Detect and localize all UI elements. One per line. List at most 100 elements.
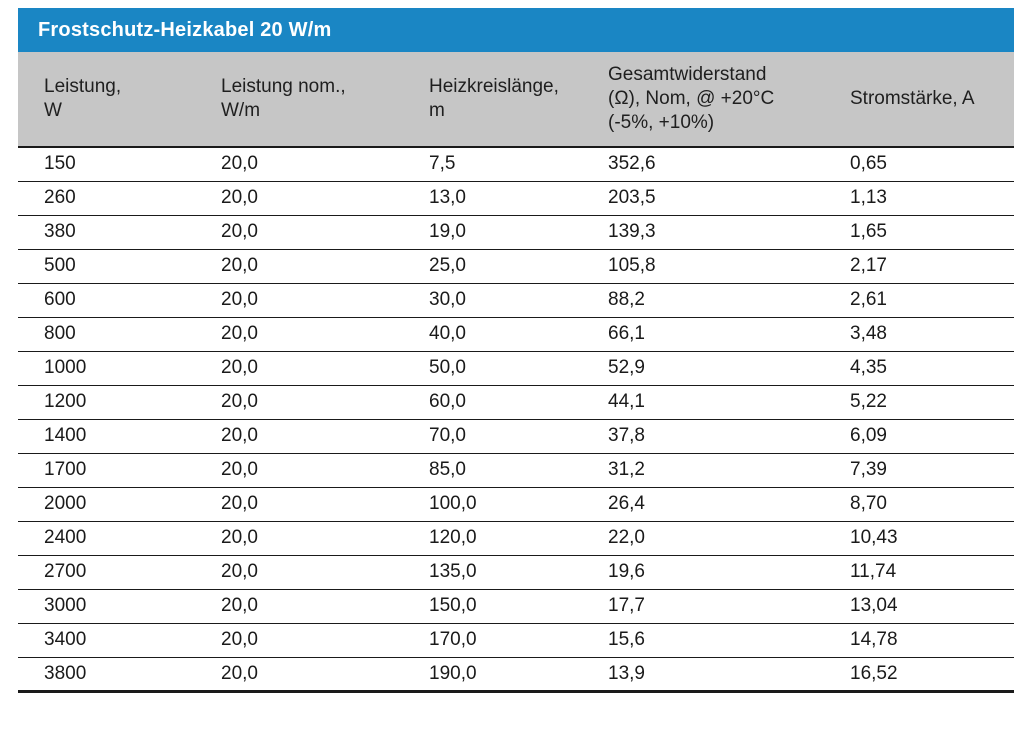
table-row: 380 20,0 19,0 139,3 1,65	[18, 215, 1014, 250]
cell: 139,3	[582, 215, 824, 250]
cell: 1,13	[824, 181, 1014, 216]
cell: 20,0	[195, 453, 403, 488]
cell: 203,5	[582, 181, 824, 216]
cell: 150,0	[403, 589, 582, 624]
cell: 30,0	[403, 283, 582, 318]
cell: 26,4	[582, 487, 824, 522]
cell: 70,0	[403, 419, 582, 454]
cell: 105,8	[582, 249, 824, 284]
cell: 44,1	[582, 385, 824, 420]
cell: 500	[18, 249, 195, 284]
cell: 120,0	[403, 521, 582, 556]
cell: 2,61	[824, 283, 1014, 318]
cell: 1000	[18, 351, 195, 386]
data-table: Leistung, W Leistung nom., W/m Heizkreis…	[18, 52, 1014, 693]
datasheet-table-section: Frostschutz-Heizkabel 20 W/m Leistung, W…	[18, 8, 1014, 693]
cell: 20,0	[195, 249, 403, 284]
column-header-leistung-w: Leistung, W	[18, 52, 195, 148]
cell: 19,0	[403, 215, 582, 250]
cell: 100,0	[403, 487, 582, 522]
cell: 31,2	[582, 453, 824, 488]
cell: 20,0	[195, 147, 403, 182]
cell: 16,52	[824, 657, 1014, 693]
cell: 800	[18, 317, 195, 352]
cell: 135,0	[403, 555, 582, 590]
cell: 5,22	[824, 385, 1014, 420]
table-row: 260 20,0 13,0 203,5 1,13	[18, 181, 1014, 216]
cell: 13,04	[824, 589, 1014, 624]
cell: 380	[18, 215, 195, 250]
cell: 14,78	[824, 623, 1014, 658]
cell: 20,0	[195, 521, 403, 556]
table-row: 150 20,0 7,5 352,6 0,65	[18, 147, 1014, 182]
cell: 20,0	[195, 487, 403, 522]
cell: 7,39	[824, 453, 1014, 488]
cell: 25,0	[403, 249, 582, 284]
cell: 13,0	[403, 181, 582, 216]
cell: 8,70	[824, 487, 1014, 522]
column-header-gesamtwiderstand: Gesamtwiderstand (Ω), Nom, @ +20°C (-5%,…	[582, 52, 824, 148]
table-row: 1700 20,0 85,0 31,2 7,39	[18, 453, 1014, 488]
cell: 85,0	[403, 453, 582, 488]
table-row: 3800 20,0 190,0 13,9 16,52	[18, 657, 1014, 693]
cell: 19,6	[582, 555, 824, 590]
cell: 52,9	[582, 351, 824, 386]
cell: 1200	[18, 385, 195, 420]
cell: 20,0	[195, 555, 403, 590]
cell: 22,0	[582, 521, 824, 556]
cell: 3400	[18, 623, 195, 658]
cell: 3000	[18, 589, 195, 624]
table-row: 1400 20,0 70,0 37,8 6,09	[18, 419, 1014, 454]
cell: 50,0	[403, 351, 582, 386]
cell: 2000	[18, 487, 195, 522]
table-row: 3000 20,0 150,0 17,7 13,04	[18, 589, 1014, 624]
column-header-heizkreislaenge: Heizkreislänge, m	[403, 52, 582, 148]
cell: 7,5	[403, 147, 582, 182]
table-row: 2700 20,0 135,0 19,6 11,74	[18, 555, 1014, 590]
cell: 2,17	[824, 249, 1014, 284]
table-row: 2400 20,0 120,0 22,0 10,43	[18, 521, 1014, 556]
table-row: 1000 20,0 50,0 52,9 4,35	[18, 351, 1014, 386]
cell: 1700	[18, 453, 195, 488]
cell: 20,0	[195, 385, 403, 420]
table-row: 1200 20,0 60,0 44,1 5,22	[18, 385, 1014, 420]
cell: 20,0	[195, 623, 403, 658]
cell: 3,48	[824, 317, 1014, 352]
cell: 352,6	[582, 147, 824, 182]
cell: 2400	[18, 521, 195, 556]
cell: 20,0	[195, 351, 403, 386]
cell: 20,0	[195, 419, 403, 454]
cell: 15,6	[582, 623, 824, 658]
cell: 0,65	[824, 147, 1014, 182]
cell: 17,7	[582, 589, 824, 624]
cell: 260	[18, 181, 195, 216]
cell: 20,0	[195, 657, 403, 693]
table-row: 800 20,0 40,0 66,1 3,48	[18, 317, 1014, 352]
table-row: 2000 20,0 100,0 26,4 8,70	[18, 487, 1014, 522]
table-row: 3400 20,0 170,0 15,6 14,78	[18, 623, 1014, 658]
cell: 150	[18, 147, 195, 182]
cell: 20,0	[195, 283, 403, 318]
cell: 60,0	[403, 385, 582, 420]
cell: 20,0	[195, 215, 403, 250]
table-row: 600 20,0 30,0 88,2 2,61	[18, 283, 1014, 318]
header-row: Leistung, W Leistung nom., W/m Heizkreis…	[18, 52, 1014, 148]
cell: 4,35	[824, 351, 1014, 386]
cell: 66,1	[582, 317, 824, 352]
cell: 11,74	[824, 555, 1014, 590]
cell: 170,0	[403, 623, 582, 658]
cell: 37,8	[582, 419, 824, 454]
cell: 2700	[18, 555, 195, 590]
cell: 20,0	[195, 589, 403, 624]
table-title: Frostschutz-Heizkabel 20 W/m	[38, 18, 332, 41]
cell: 3800	[18, 657, 195, 693]
cell: 40,0	[403, 317, 582, 352]
cell: 6,09	[824, 419, 1014, 454]
cell: 88,2	[582, 283, 824, 318]
cell: 600	[18, 283, 195, 318]
table-row: 500 20,0 25,0 105,8 2,17	[18, 249, 1014, 284]
cell: 190,0	[403, 657, 582, 693]
column-header-leistung-nom: Leistung nom., W/m	[195, 52, 403, 148]
column-header-stromstaerke: Stromstärke, A	[824, 52, 1014, 148]
cell: 13,9	[582, 657, 824, 693]
